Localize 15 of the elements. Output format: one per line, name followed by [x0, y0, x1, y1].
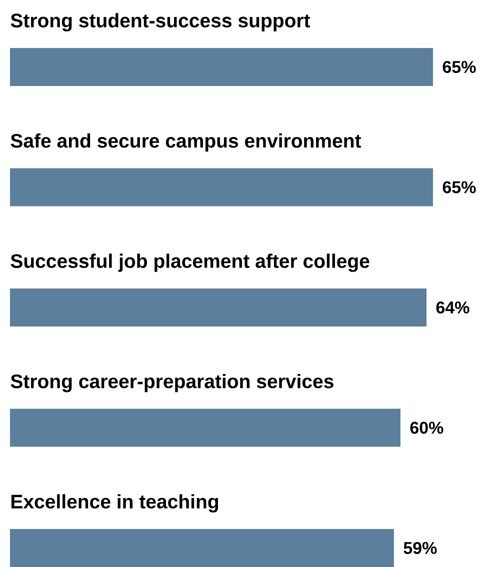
data-label: 64%	[436, 301, 470, 314]
data-label: 60%	[410, 422, 444, 434]
y-tick-label: Strong career-preparation services	[10, 374, 334, 392]
bar	[10, 408, 400, 447]
data-label: 59%	[404, 542, 437, 554]
y-tick-label: Successful job placement after college	[10, 254, 370, 272]
data-label: 65%	[442, 60, 476, 74]
bar	[10, 529, 394, 567]
data-label: 65%	[442, 181, 476, 194]
y-tick-label: Excellence in teaching	[11, 494, 218, 512]
y-tick-label: Strong student-success support	[10, 13, 310, 32]
bar	[10, 288, 426, 326]
y-tick-label: Safe and secure campus environment	[10, 133, 362, 152]
bar	[10, 48, 433, 86]
bar	[10, 168, 433, 206]
